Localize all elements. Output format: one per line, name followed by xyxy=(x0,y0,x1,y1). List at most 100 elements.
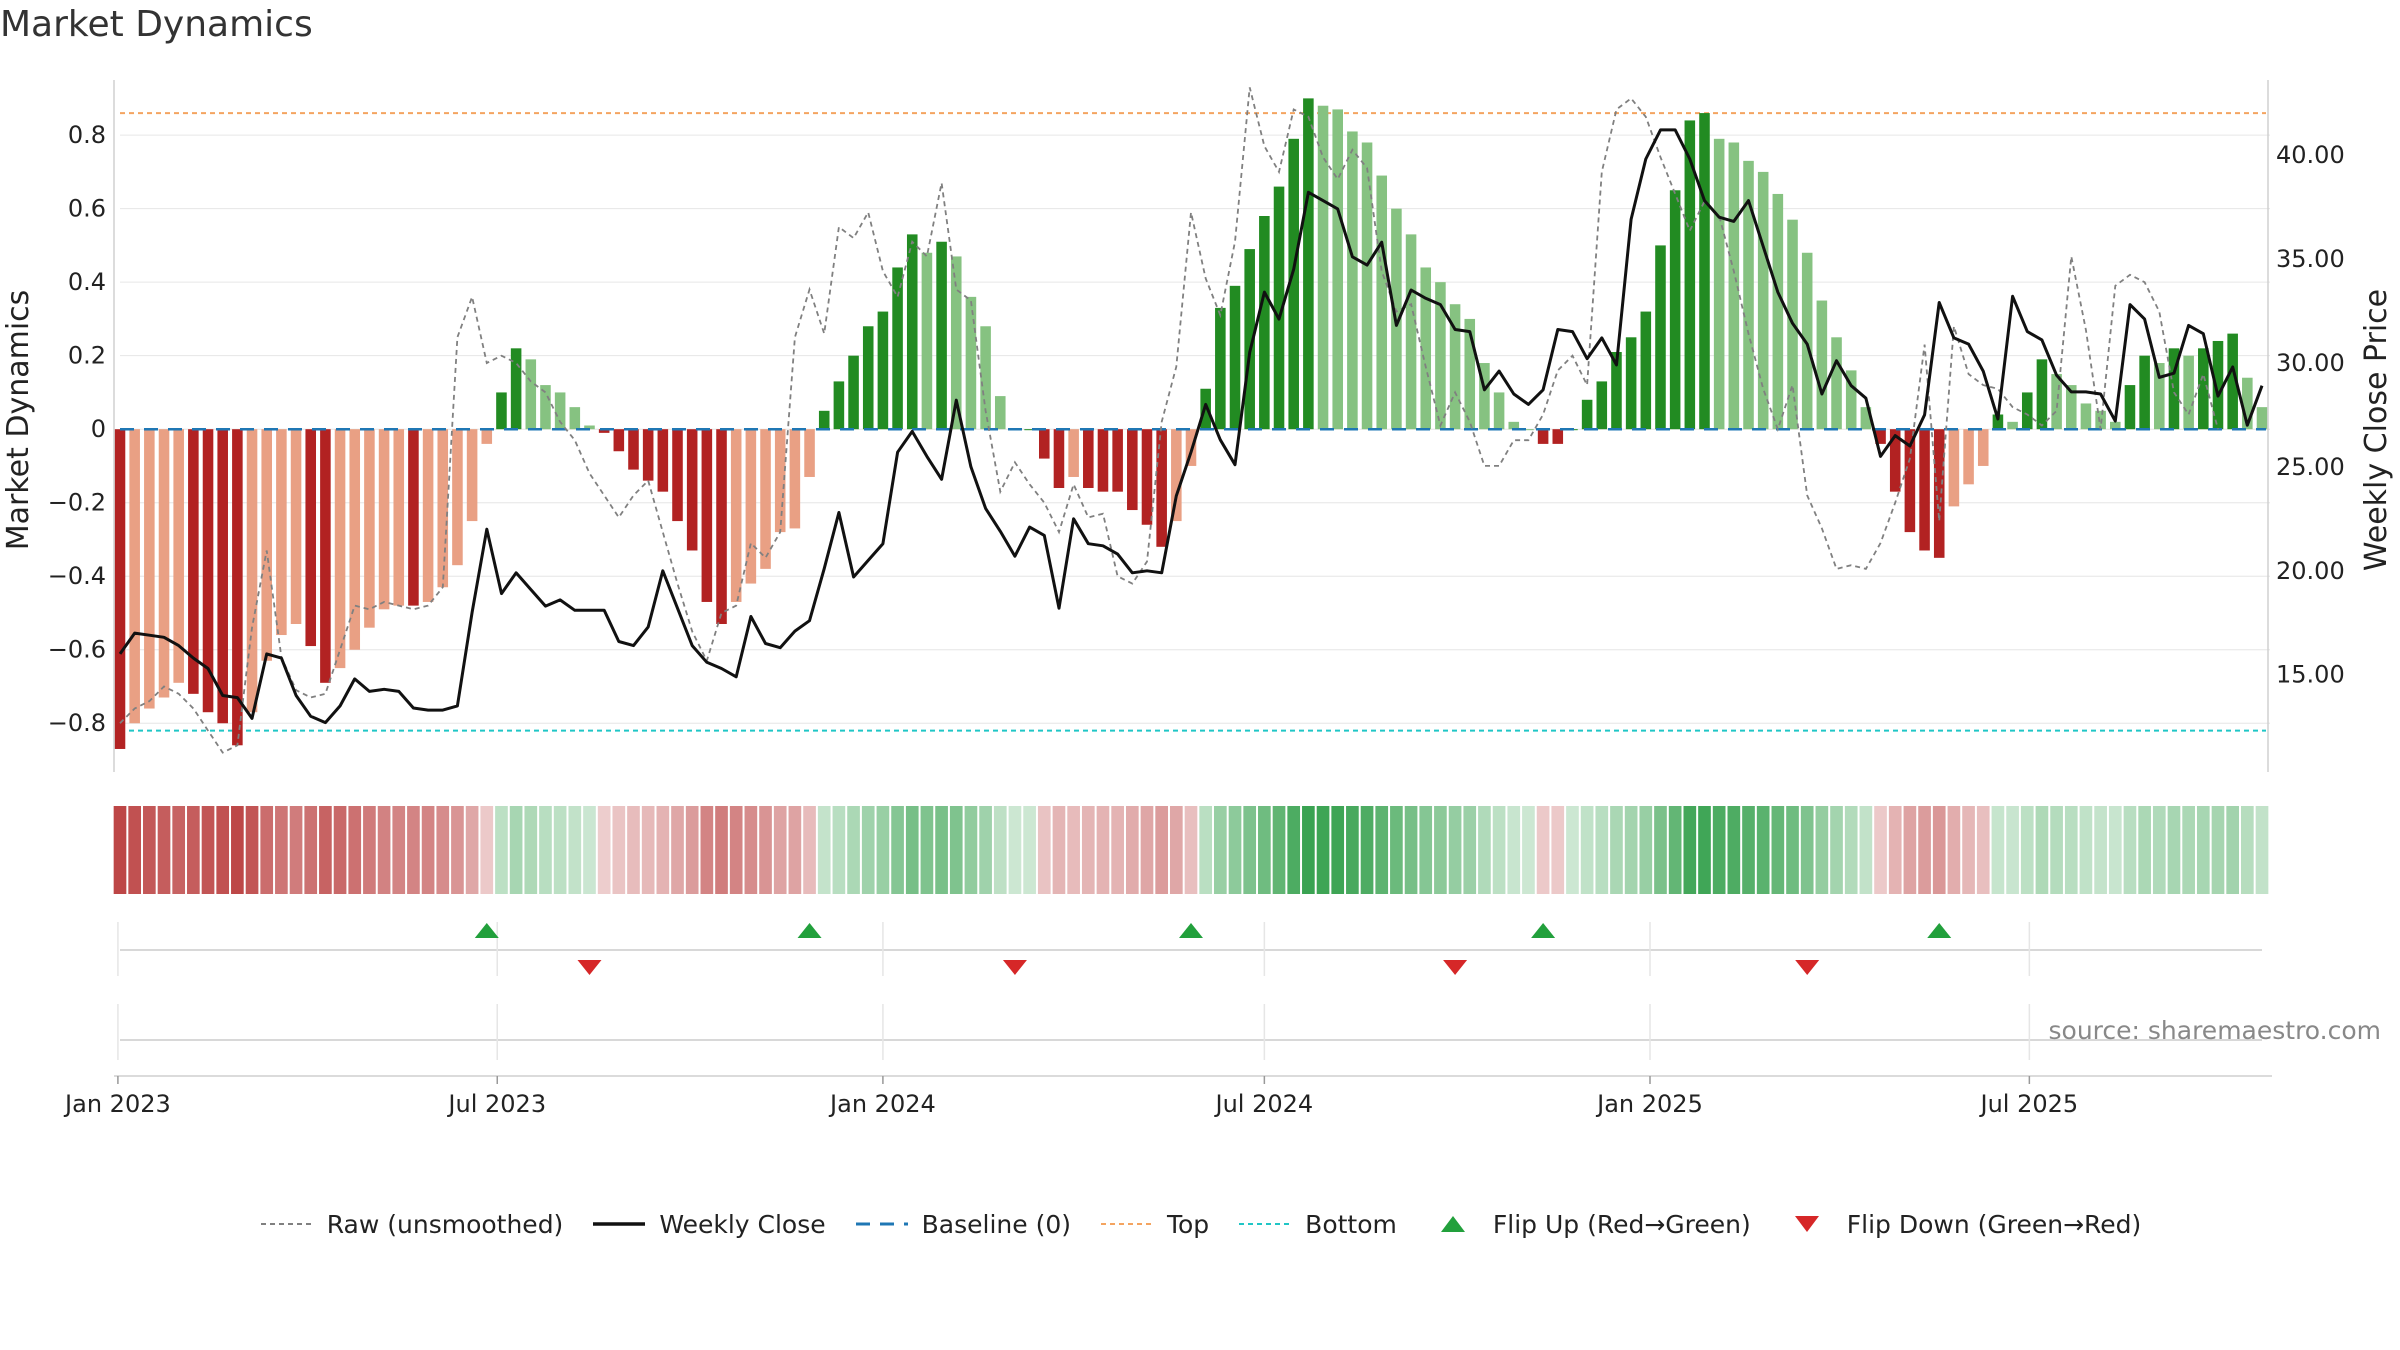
x-tick-label: Jan 2024 xyxy=(828,1090,936,1118)
y-tick-label: 0 xyxy=(91,415,106,443)
dynamics-bar xyxy=(642,429,654,481)
regime-cell xyxy=(641,806,655,894)
dynamics-bar xyxy=(1728,142,1740,430)
regime-cell xyxy=(2020,806,2034,894)
dynamics-bar xyxy=(1801,252,1813,430)
dynamics-bar xyxy=(2168,348,2180,430)
flip-up-marker xyxy=(1179,923,1203,938)
dynamics-bar xyxy=(789,429,801,529)
flip-up-marker xyxy=(797,923,822,938)
y2-tick-label: 35.00 xyxy=(2276,245,2345,273)
dynamics-bar xyxy=(2124,385,2136,430)
chart-title: Market Dynamics xyxy=(0,4,313,45)
dynamics-bar xyxy=(2110,421,2121,430)
dynamics-bar xyxy=(276,429,287,636)
dynamics-bar xyxy=(628,429,639,470)
raw-line-layer xyxy=(119,87,2219,754)
dynamics-bar xyxy=(657,429,669,492)
regime-cell xyxy=(1800,806,1814,894)
dynamics-bar xyxy=(848,355,859,430)
dynamics-bar xyxy=(818,410,830,430)
regime-cell xyxy=(1830,806,1843,894)
regime-cell xyxy=(920,806,934,894)
dynamics-bar xyxy=(1948,429,1960,507)
legend-item: Top xyxy=(1099,1210,1209,1239)
regime-cell xyxy=(964,806,978,894)
dynamics-bar xyxy=(540,385,551,430)
flip-up-marker xyxy=(1927,923,1952,938)
regime-cell xyxy=(759,806,772,894)
dynamics-bar xyxy=(2242,377,2253,430)
dynamics-bar xyxy=(2183,355,2194,430)
dynamics-bar xyxy=(1317,105,1329,430)
regime-cell xyxy=(905,806,919,894)
dynamics-bar xyxy=(1259,216,1270,430)
regime-cell xyxy=(1580,806,1594,894)
dynamics-bar xyxy=(2065,385,2077,430)
dynamics-bar xyxy=(1405,234,1417,430)
regime-cell xyxy=(1008,806,1022,894)
legend-label: Flip Down (Green→Red) xyxy=(1846,1209,2142,1239)
dynamics-bar xyxy=(1757,171,1769,430)
dynamics-bar xyxy=(1024,429,1035,431)
regime-cell xyxy=(1859,806,1873,894)
dynamics-bar xyxy=(496,392,507,430)
flip-markers-panel xyxy=(117,922,2262,976)
regime-cell xyxy=(1918,806,1931,894)
regime-cell xyxy=(1991,806,2005,894)
regime-cell xyxy=(2226,806,2239,894)
dynamics-bar xyxy=(1640,311,1652,430)
regime-cell xyxy=(2196,806,2210,894)
x-axis: Jan 2023 Jul 2023 Jan 2024 Jul 2024 Jan 2025… xyxy=(63,1075,2272,1118)
dynamics-bar xyxy=(833,381,845,430)
regime-cell xyxy=(1492,806,1506,894)
regime-cell xyxy=(1375,806,1389,894)
dynamics-bar xyxy=(1772,193,1784,430)
regime-cell xyxy=(2050,806,2063,894)
regime-cell xyxy=(172,806,186,894)
dotted-cyan-line-icon xyxy=(1239,1223,1292,1225)
y2-tick-label: 25.00 xyxy=(2276,453,2345,481)
dynamics-bar xyxy=(510,348,522,430)
regime-strip xyxy=(113,806,2269,894)
dynamics-bar xyxy=(1273,186,1285,430)
dynamics-bar xyxy=(393,429,405,606)
regime-cell xyxy=(1962,806,1975,894)
dynamics-bar xyxy=(921,252,933,430)
regime-cell xyxy=(949,806,963,894)
regime-cell xyxy=(685,806,699,894)
regime-cell xyxy=(1771,806,1785,894)
regime-cell xyxy=(2123,806,2137,894)
regime-cell xyxy=(1067,806,1080,894)
dynamics-bar xyxy=(672,429,683,522)
dynamics-bar xyxy=(1625,337,1637,430)
regime-cell xyxy=(216,806,230,894)
regime-cell xyxy=(1243,806,1257,894)
regime-cell xyxy=(1727,806,1741,894)
regime-cell xyxy=(1360,806,1374,894)
regime-cell xyxy=(1228,806,1242,894)
regime-cell xyxy=(348,806,362,894)
dynamics-bar xyxy=(774,429,786,533)
dynamics-bar xyxy=(877,311,889,430)
regime-cell xyxy=(788,806,802,894)
dynamics-bar xyxy=(232,429,243,746)
dynamics-bar xyxy=(1068,429,1079,477)
flip-down-marker xyxy=(577,960,602,975)
regime-cell xyxy=(231,806,244,894)
regime-cell xyxy=(568,806,582,894)
regime-cell xyxy=(1522,806,1535,894)
dashed-blue-line-icon xyxy=(855,1222,908,1226)
dynamics-bar xyxy=(1875,429,1886,444)
dynamics-bar xyxy=(1611,352,1622,430)
dynamics-bar xyxy=(1889,429,1901,492)
regime-cell xyxy=(2152,806,2166,894)
regime-cell xyxy=(1566,806,1579,894)
regime-cell xyxy=(671,806,684,894)
source-label: source: sharemaestro.com xyxy=(2049,1016,2382,1045)
dynamics-bar xyxy=(2154,363,2165,430)
dynamics-bar xyxy=(1992,414,2004,430)
dynamics-bar xyxy=(129,429,140,724)
regime-cell xyxy=(113,806,127,894)
